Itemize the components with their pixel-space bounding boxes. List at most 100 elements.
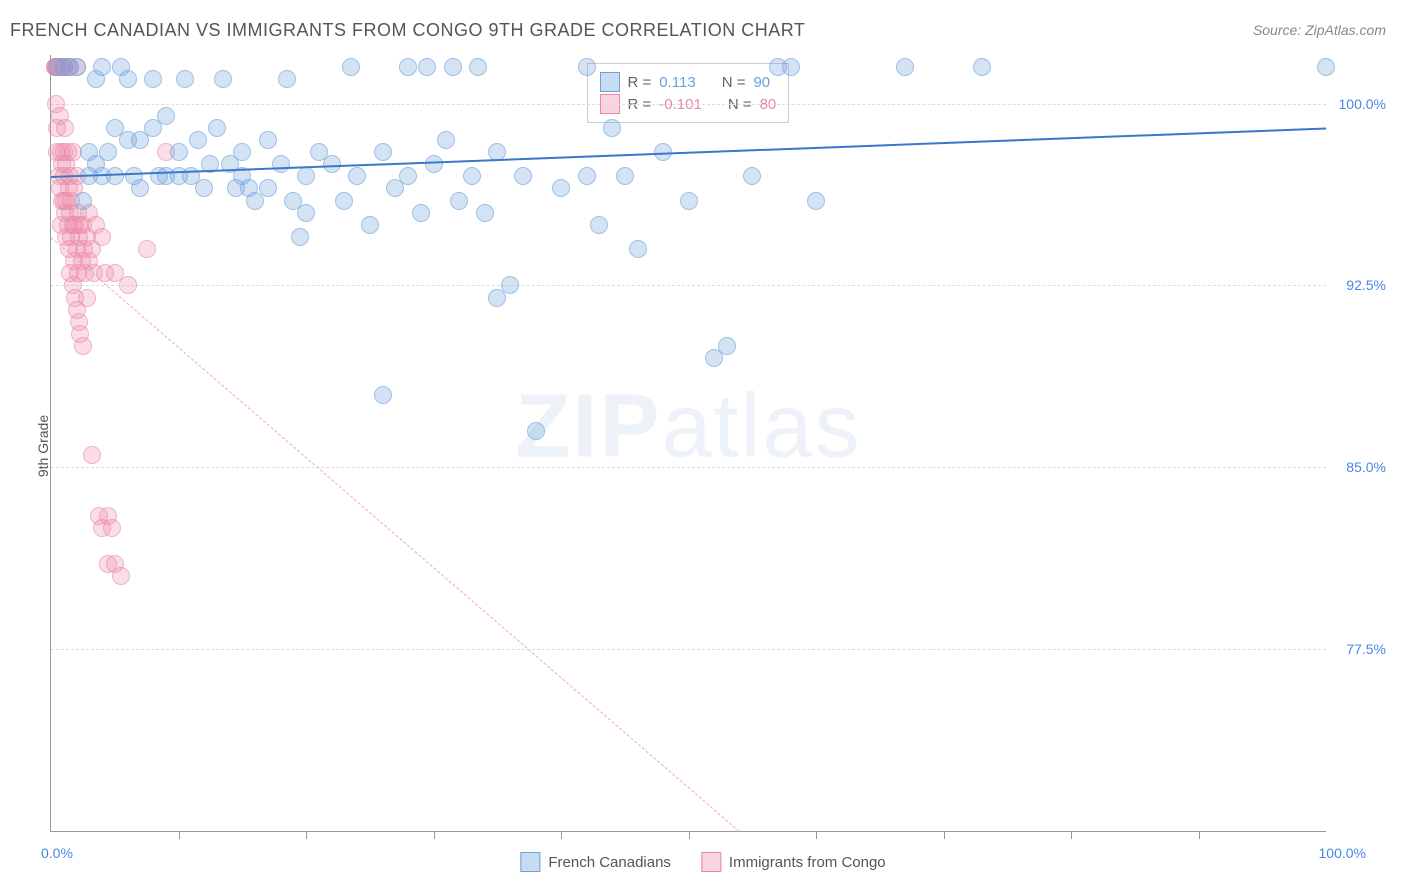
data-point xyxy=(78,289,96,307)
data-point xyxy=(578,58,596,76)
legend-r-prefix-0: R = xyxy=(628,74,652,91)
data-point xyxy=(112,567,130,585)
data-point xyxy=(469,58,487,76)
trend-line xyxy=(51,237,740,832)
data-point xyxy=(131,179,149,197)
data-point xyxy=(56,119,74,137)
bottom-swatch-0 xyxy=(520,852,540,872)
data-point xyxy=(189,131,207,149)
data-point xyxy=(680,192,698,210)
legend-n-prefix-0: N = xyxy=(722,74,746,91)
data-point xyxy=(74,192,92,210)
data-point xyxy=(425,155,443,173)
correlation-legend: R = 0.113 N = 90 R = -0.101 N = 80 xyxy=(587,63,790,123)
data-point xyxy=(476,204,494,222)
chart-title: FRENCH CANADIAN VS IMMIGRANTS FROM CONGO… xyxy=(10,20,805,41)
bottom-label-0: French Canadians xyxy=(548,854,671,871)
data-point xyxy=(501,276,519,294)
data-point xyxy=(106,167,124,185)
data-point xyxy=(616,167,634,185)
legend-n-value-0: 90 xyxy=(753,74,770,91)
data-point xyxy=(291,228,309,246)
data-point xyxy=(272,155,290,173)
x-tick xyxy=(306,831,307,839)
data-point xyxy=(374,143,392,161)
bottom-legend-item-0: French Canadians xyxy=(520,852,671,872)
data-point xyxy=(399,167,417,185)
data-point xyxy=(578,167,596,185)
grid-line xyxy=(51,467,1326,468)
y-axis-label: 9th Grade xyxy=(35,415,51,477)
data-point xyxy=(103,519,121,537)
data-point xyxy=(138,240,156,258)
x-tick xyxy=(689,831,690,839)
legend-row-0: R = 0.113 N = 90 xyxy=(600,72,777,92)
data-point xyxy=(718,337,736,355)
data-point xyxy=(297,204,315,222)
bottom-legend-item-1: Immigrants from Congo xyxy=(701,852,886,872)
data-point xyxy=(99,143,117,161)
x-axis-left-label: 0.0% xyxy=(41,845,73,861)
plot-area: ZIPatlas R = 0.113 N = 90 R = -0.101 N =… xyxy=(50,55,1326,832)
grid-line xyxy=(51,285,1326,286)
data-point xyxy=(195,179,213,197)
data-point xyxy=(361,216,379,234)
data-point xyxy=(208,119,226,137)
data-point xyxy=(83,446,101,464)
data-point xyxy=(297,167,315,185)
source-attribution: Source: ZipAtlas.com xyxy=(1253,22,1386,38)
data-point xyxy=(119,276,137,294)
data-point xyxy=(782,58,800,76)
y-tick-label: 85.0% xyxy=(1346,459,1386,475)
legend-swatch-0 xyxy=(600,72,620,92)
data-point xyxy=(444,58,462,76)
data-point xyxy=(450,192,468,210)
x-tick xyxy=(1199,831,1200,839)
data-point xyxy=(418,58,436,76)
data-point xyxy=(1317,58,1335,76)
data-point xyxy=(259,131,277,149)
data-point xyxy=(64,143,82,161)
data-point xyxy=(973,58,991,76)
legend-r-value-0: 0.113 xyxy=(659,74,695,91)
data-point xyxy=(603,119,621,137)
data-point xyxy=(399,58,417,76)
data-point xyxy=(807,192,825,210)
data-point xyxy=(93,228,111,246)
data-point xyxy=(527,422,545,440)
data-point xyxy=(68,58,86,76)
bottom-legend: French Canadians Immigrants from Congo xyxy=(520,852,885,872)
data-point xyxy=(552,179,570,197)
data-point xyxy=(437,131,455,149)
x-tick xyxy=(434,831,435,839)
chart-container: FRENCH CANADIAN VS IMMIGRANTS FROM CONGO… xyxy=(0,0,1406,892)
data-point xyxy=(629,240,647,258)
data-point xyxy=(214,70,232,88)
data-point xyxy=(743,167,761,185)
y-tick-label: 77.5% xyxy=(1346,641,1386,657)
data-point xyxy=(259,179,277,197)
data-point xyxy=(157,107,175,125)
data-point xyxy=(278,70,296,88)
data-point xyxy=(514,167,532,185)
x-tick xyxy=(561,831,562,839)
data-point xyxy=(93,58,111,76)
data-point xyxy=(896,58,914,76)
data-point xyxy=(590,216,608,234)
y-tick-label: 92.5% xyxy=(1346,277,1386,293)
x-tick xyxy=(816,831,817,839)
data-point xyxy=(348,167,366,185)
data-point xyxy=(342,58,360,76)
bottom-label-1: Immigrants from Congo xyxy=(729,854,886,871)
data-point xyxy=(176,70,194,88)
bottom-swatch-1 xyxy=(701,852,721,872)
data-point xyxy=(119,70,137,88)
data-point xyxy=(170,143,188,161)
data-point xyxy=(74,337,92,355)
data-point xyxy=(463,167,481,185)
watermark-light: atlas xyxy=(661,377,861,477)
data-point xyxy=(374,386,392,404)
x-tick xyxy=(944,831,945,839)
data-point xyxy=(144,70,162,88)
y-tick-label: 100.0% xyxy=(1339,96,1386,112)
